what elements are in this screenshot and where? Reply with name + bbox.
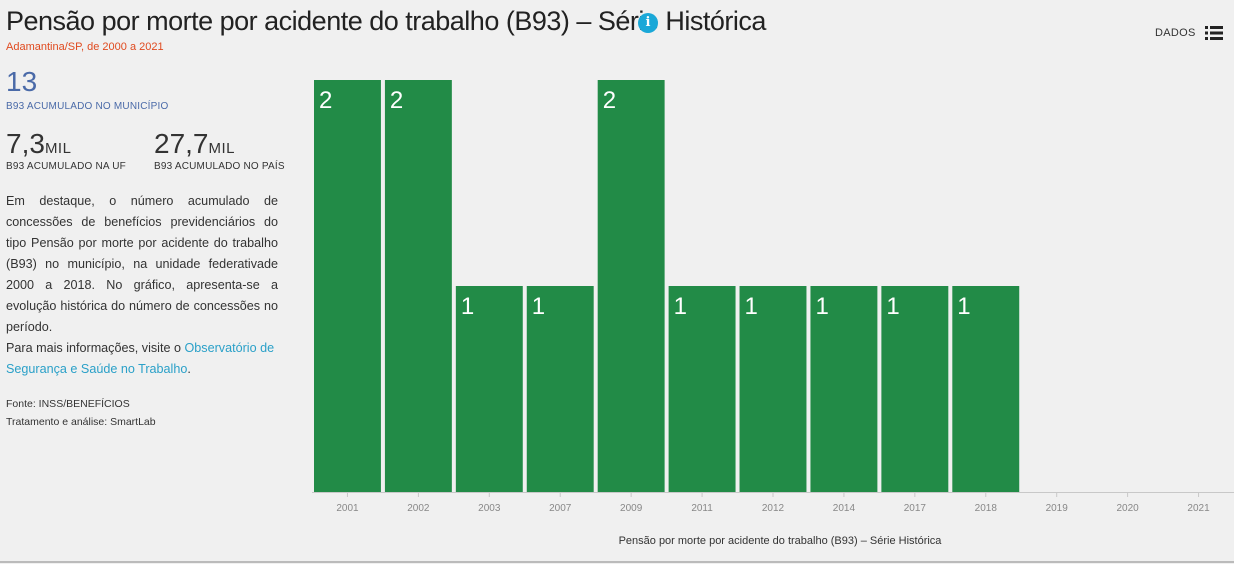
x-tick-label-2020: 2020 (1116, 503, 1139, 514)
kpi-uf-number: 7,3 (6, 128, 45, 159)
bar-2002[interactable] (384, 80, 452, 492)
bar-2017[interactable] (881, 286, 949, 492)
kpi-pais-unit: MIL (208, 140, 236, 157)
description-text: Em destaque, o número acumulado de conce… (6, 194, 278, 334)
data-label-2012: 1 (745, 293, 758, 320)
x-tick-label-2019: 2019 (1046, 503, 1069, 514)
kpi-uf-label: B93 ACUMULADO NA UF (6, 161, 126, 172)
bar-2009[interactable] (597, 80, 665, 492)
more-info-suffix: . (187, 362, 191, 376)
x-axis-label: Pensão por morte por acidente do trabalh… (619, 535, 943, 547)
more-info-text: Para mais informações, visite o Observat… (6, 338, 286, 380)
x-tick-label-2009: 2009 (620, 503, 643, 514)
bar-2012[interactable] (739, 286, 807, 492)
source-tratamento: Tratamento e análise: SmartLab (6, 416, 156, 428)
kpi-uf-unit: MIL (44, 140, 72, 157)
info-icon[interactable]: i (638, 13, 658, 33)
kpi-uf-value: 7,3MIL (6, 128, 71, 160)
data-label-2007: 1 (532, 293, 545, 320)
x-tick-label-2003: 2003 (478, 503, 501, 514)
x-tick-label-2011: 2011 (691, 503, 713, 514)
bar-2014[interactable] (810, 286, 878, 492)
data-label-2018: 1 (957, 293, 970, 320)
more-info-prefix: Para mais informações, visite o (6, 341, 185, 355)
x-tick-label-2017: 2017 (904, 503, 927, 514)
bar-2007[interactable] (526, 286, 594, 492)
x-tick-label-2014: 2014 (833, 503, 856, 514)
data-label-2014: 1 (815, 293, 828, 320)
list-icon[interactable] (1205, 26, 1223, 40)
x-tick-label-2001: 2001 (336, 503, 359, 514)
observatorio-link[interactable]: Observatório de Segurança e Saúde no Tra… (6, 341, 275, 376)
kpi-pais-value: 27,7MIL (154, 128, 235, 160)
data-label-2011: 1 (674, 293, 687, 320)
data-button[interactable]: DADOS (1155, 27, 1196, 39)
bar-2018[interactable] (952, 286, 1020, 492)
data-label-2009: 2 (603, 87, 616, 114)
kpi-pais-number: 27,7 (154, 128, 209, 159)
bar-2011[interactable] (668, 286, 736, 492)
kpi-municipio-value: 13 (6, 66, 38, 97)
x-tick-label-2021: 2021 (1187, 503, 1210, 514)
subtitle: Adamantina/SP, de 2000 a 2021 (6, 41, 164, 53)
data-label-2002: 2 (390, 87, 403, 114)
bar-2001[interactable] (314, 80, 381, 492)
bottom-divider (0, 561, 1234, 563)
x-tick-label-2018: 2018 (975, 503, 998, 514)
x-tick-label-2002: 2002 (407, 503, 430, 514)
x-tick-label-2007: 2007 (549, 503, 572, 514)
x-tick-label-2012: 2012 (762, 503, 785, 514)
data-label-2017: 1 (886, 293, 899, 320)
data-label-2001: 2 (319, 87, 332, 114)
kpi-pais-label: B93 ACUMULADO NO PAÍS (154, 161, 285, 172)
kpi-municipio-label: B93 ACUMULADO NO MUNICÍPIO (6, 101, 169, 112)
source-fonte: Fonte: INSS/BENEFÍCIOS (6, 398, 130, 410)
bar-2003[interactable] (455, 286, 523, 492)
data-label-2003: 1 (461, 293, 474, 320)
